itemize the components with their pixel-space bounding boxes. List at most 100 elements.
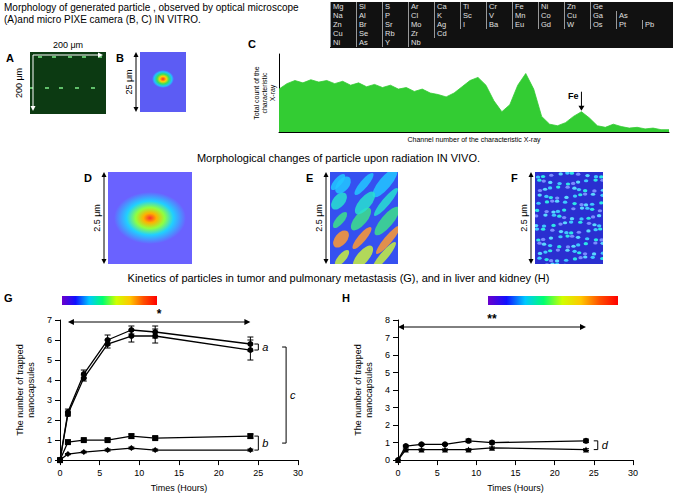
svg-text:5: 5 (385, 368, 390, 378)
svg-text:Total count of the: Total count of the (253, 66, 260, 119)
svg-text:characteristic: characteristic (261, 72, 268, 114)
html-text:Se: Se (359, 29, 369, 38)
html-text:Ni: Ni (541, 2, 549, 11)
svg-text:Times (Hours): Times (Hours) (487, 483, 544, 493)
html-text:Zn: Zn (567, 2, 576, 11)
html-text:Sr: Sr (385, 20, 393, 29)
svg-text:20: 20 (550, 468, 560, 478)
html-text:Zn: Zn (333, 20, 342, 29)
html-text:Pb: Pb (645, 20, 655, 29)
svg-text:a: a (262, 341, 268, 353)
html-text:Morphological changes of parti: Morphological changes of particle upon r… (196, 152, 480, 164)
svg-text:3: 3 (385, 403, 390, 413)
html-text:Rb: Rb (385, 29, 395, 38)
svg-text:D: D (84, 172, 92, 184)
svg-text:Times (Hours): Times (Hours) (151, 483, 208, 493)
html-text:Cd: Cd (437, 29, 447, 38)
svg-text:0: 0 (47, 455, 52, 465)
svg-text:nanocapsules: nanocapsules (26, 362, 36, 418)
svg-text:*: * (157, 307, 162, 321)
html-text:Br: Br (359, 20, 367, 29)
svg-text:200 μm: 200 μm (53, 40, 83, 50)
html-text:Sc: Sc (463, 11, 472, 20)
svg-text:E: E (306, 172, 313, 184)
html-text:Fe: Fe (515, 2, 524, 11)
svg-text:0: 0 (395, 468, 400, 478)
html-text:Eu: Eu (515, 20, 525, 29)
svg-text:7: 7 (385, 333, 390, 343)
svg-text:2: 2 (47, 415, 52, 425)
svg-text:c: c (290, 389, 296, 401)
html-text:Co: Co (541, 11, 551, 20)
svg-text:2.5 μm: 2.5 μm (92, 204, 102, 232)
svg-text:A: A (6, 52, 14, 64)
html-text:Cr: Cr (489, 2, 497, 11)
html-text:As: As (359, 38, 368, 47)
html-text:Ge: Ge (593, 2, 603, 11)
svg-text:15: 15 (510, 468, 520, 478)
html-text:Ba: Ba (489, 20, 499, 29)
svg-text:30: 30 (628, 468, 638, 478)
svg-text:B: B (116, 52, 124, 64)
html-text:Morphology of generated partic: Morphology of generated particle , obser… (4, 2, 299, 25)
svg-text:10: 10 (471, 468, 481, 478)
svg-text:3: 3 (47, 395, 52, 405)
svg-text:4: 4 (385, 385, 390, 395)
svg-text:8: 8 (385, 315, 390, 325)
svg-text:X-ray: X-ray (269, 84, 277, 101)
svg-text:200 μm: 200 μm (14, 68, 24, 98)
html-text:Na: Na (333, 11, 343, 20)
svg-text:Fe: Fe (568, 91, 579, 101)
svg-text:6: 6 (47, 335, 52, 345)
svg-text:1: 1 (385, 438, 390, 448)
svg-text:d: d (602, 439, 609, 451)
svg-text:25 μm: 25 μm (124, 69, 134, 94)
svg-text:F: F (511, 172, 518, 184)
html-text:Ni: Ni (333, 38, 341, 47)
svg-text:2.5 μm: 2.5 μm (314, 204, 324, 232)
html-text:Cl: Cl (411, 11, 419, 20)
svg-text:The number of trapped: The number of trapped (353, 344, 363, 436)
html-text:As: As (619, 11, 628, 20)
svg-text:nanocapsules: nanocapsules (364, 362, 374, 418)
html-text:G: G (4, 292, 13, 304)
html-text:W: W (567, 20, 575, 29)
svg-text:2.5 μm: 2.5 μm (519, 204, 529, 232)
svg-text:6: 6 (385, 350, 390, 360)
html-text:Nb: Nb (411, 38, 421, 47)
html-text:Mo: Mo (411, 20, 422, 29)
svg-text:Channel number of the characte: Channel number of the characteristic X-r… (407, 136, 541, 144)
html-text:Cu: Cu (333, 29, 343, 38)
svg-text:**: ** (487, 312, 497, 326)
svg-text:15: 15 (174, 468, 184, 478)
svg-text:5: 5 (97, 468, 102, 478)
html-text:Ga: Ga (593, 11, 603, 20)
html-text:Zr: Zr (411, 29, 419, 38)
svg-text:b: b (262, 437, 268, 449)
svg-text:30: 30 (293, 468, 303, 478)
svg-text:7: 7 (47, 315, 52, 325)
html-text:Cu: Cu (567, 11, 577, 20)
svg-text:5: 5 (47, 355, 52, 365)
html-text:Ar: Ar (411, 2, 419, 11)
svg-text:5: 5 (435, 468, 440, 478)
html-text:Mg: Mg (333, 2, 344, 11)
html-text:Os: Os (593, 20, 603, 29)
svg-text:25: 25 (589, 468, 599, 478)
html-text:Mn: Mn (515, 11, 526, 20)
html-text:Kinetics of particles in tumor: Kinetics of particles in tumor and pulmo… (127, 272, 550, 284)
svg-text:4: 4 (47, 375, 52, 385)
svg-text:2: 2 (385, 420, 390, 430)
svg-text:0: 0 (57, 468, 62, 478)
html-text:Pt: Pt (619, 20, 627, 29)
svg-text:20: 20 (214, 468, 224, 478)
html-text:Ag: Ag (437, 20, 447, 29)
html-text:C: C (248, 38, 256, 50)
svg-text:0: 0 (385, 455, 390, 465)
svg-text:1: 1 (47, 435, 52, 445)
svg-text:25: 25 (253, 468, 263, 478)
svg-text:The number of trapped: The number of trapped (15, 344, 25, 436)
html-text:Gd: Gd (541, 20, 551, 29)
svg-text:10: 10 (134, 468, 144, 478)
html-text:Ca: Ca (437, 2, 447, 11)
